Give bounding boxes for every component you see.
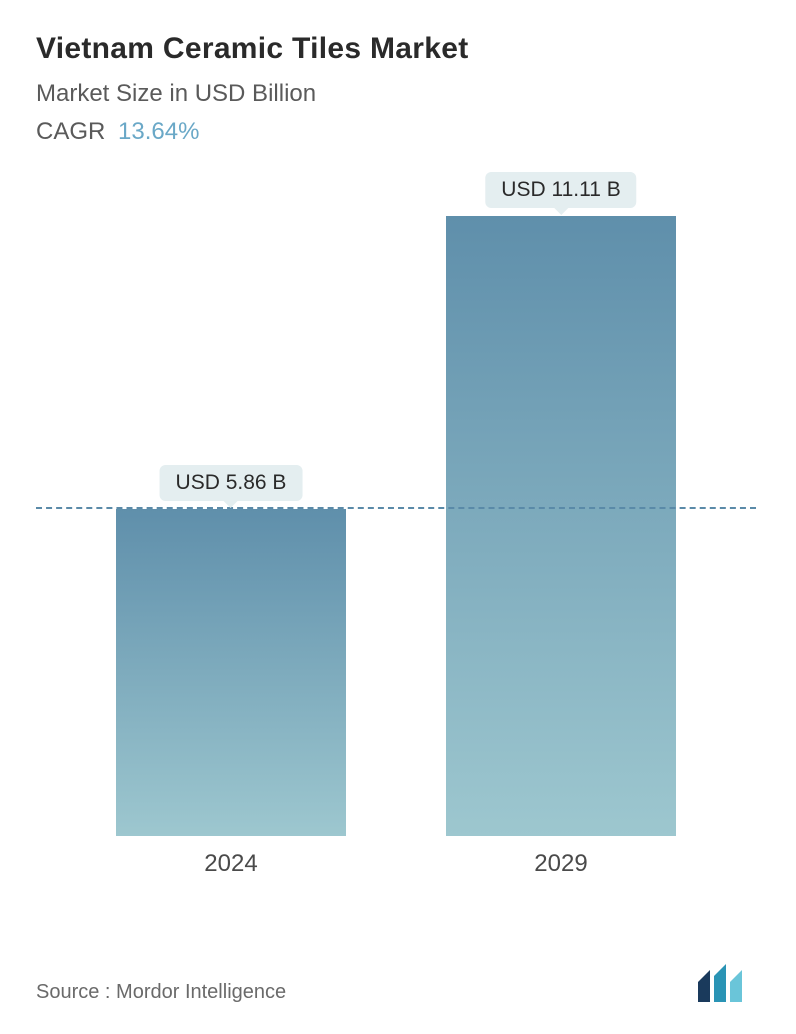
value-pill: USD 5.86 B [160,465,303,501]
chart-area: USD 5.86 B USD 11.11 B 2024 2029 [36,166,756,886]
x-axis-label: 2024 [116,850,346,878]
cagr-value: 13.64% [118,118,199,145]
source-text: Source : Mordor Intelligence [36,981,286,1004]
bar-container: USD 11.11 B [446,216,676,836]
bar-container: USD 5.86 B [116,509,346,836]
cagr-label: CAGR [36,118,105,145]
reference-line [36,507,756,509]
bar: USD 5.86 B [116,509,346,836]
bar: USD 11.11 B [446,216,676,836]
brand-logo-icon [696,964,760,1004]
cagr-row: CAGR 13.64% [36,118,760,146]
chart-footer: Source : Mordor Intelligence [36,964,760,1004]
chart-subtitle: Market Size in USD Billion [36,80,760,108]
chart-title: Vietnam Ceramic Tiles Market [36,32,760,66]
x-axis-label: 2029 [446,850,676,878]
value-pill: USD 11.11 B [485,172,636,208]
